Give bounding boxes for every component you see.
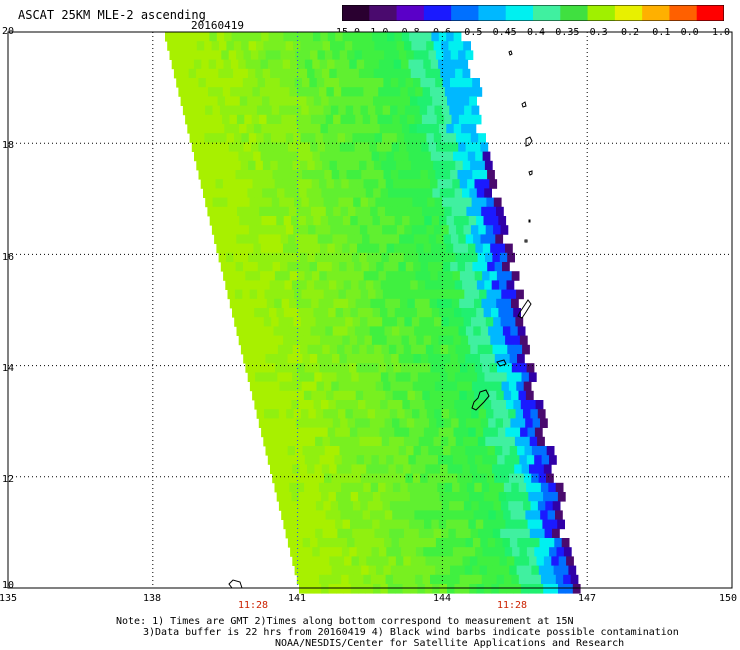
x-tick-label: 138 — [142, 593, 162, 604]
colorbar-swatch — [614, 5, 643, 21]
map-frame — [7, 31, 733, 589]
pass-time-label: 11:28 — [237, 600, 269, 611]
colorbar — [342, 5, 724, 21]
x-tick-label: 144 — [432, 593, 452, 604]
note-line-3: NOAA/NESDIS/Center for Satellite Applica… — [275, 638, 625, 649]
note-line-1: Note: 1) Times are GMT 2)Times along bot… — [116, 616, 574, 627]
colorbar-swatch — [451, 5, 479, 21]
island-asuncion — [521, 101, 527, 108]
island-maug — [508, 50, 513, 56]
island-anatahan — [524, 239, 528, 243]
island-guam — [471, 389, 490, 411]
y-tick-label: 14 — [2, 363, 15, 374]
colorbar-swatch — [478, 5, 507, 21]
colorbar-swatch — [396, 5, 425, 21]
island-islet-small — [528, 219, 531, 223]
island-agrihan — [528, 170, 533, 176]
x-tick-label: 147 — [577, 593, 597, 604]
lat-lon-grid — [8, 32, 732, 588]
colorbar-swatch — [505, 5, 534, 21]
y-tick-label: 10 — [2, 580, 15, 591]
colorbar-swatch — [696, 5, 724, 21]
island-rota — [496, 359, 507, 367]
y-tick-label: 20 — [2, 26, 15, 37]
island-pagan — [525, 136, 533, 147]
note-line-2: 3)Data buffer is 22 hrs from 20160419 4)… — [143, 627, 679, 638]
y-tick-label: 16 — [2, 252, 15, 263]
x-tick-label: 141 — [287, 593, 307, 604]
x-tick-label: 135 — [0, 593, 18, 604]
colorbar-swatch — [587, 5, 616, 21]
colorbar-swatch — [642, 5, 670, 21]
colorbar-swatch — [533, 5, 561, 21]
island-outlines — [228, 50, 533, 589]
colorbar-swatch — [560, 5, 589, 21]
colorbar-swatch — [369, 5, 398, 21]
colorbar-swatch — [342, 5, 370, 21]
y-tick-label: 12 — [2, 474, 15, 485]
x-tick-label: 150 — [718, 593, 738, 604]
colorbar-swatch — [423, 5, 452, 21]
y-tick-label: 18 — [2, 140, 15, 151]
island-tinian-saipan — [517, 299, 532, 319]
colorbar-swatch — [669, 5, 698, 21]
map-title: ASCAT 25KM MLE-2 ascending — [18, 8, 206, 22]
pass-time-label: 11:28 — [496, 600, 528, 611]
island-islet-south — [228, 579, 243, 589]
wind-swath — [165, 32, 581, 594]
map-date: 20160419 — [191, 19, 244, 32]
